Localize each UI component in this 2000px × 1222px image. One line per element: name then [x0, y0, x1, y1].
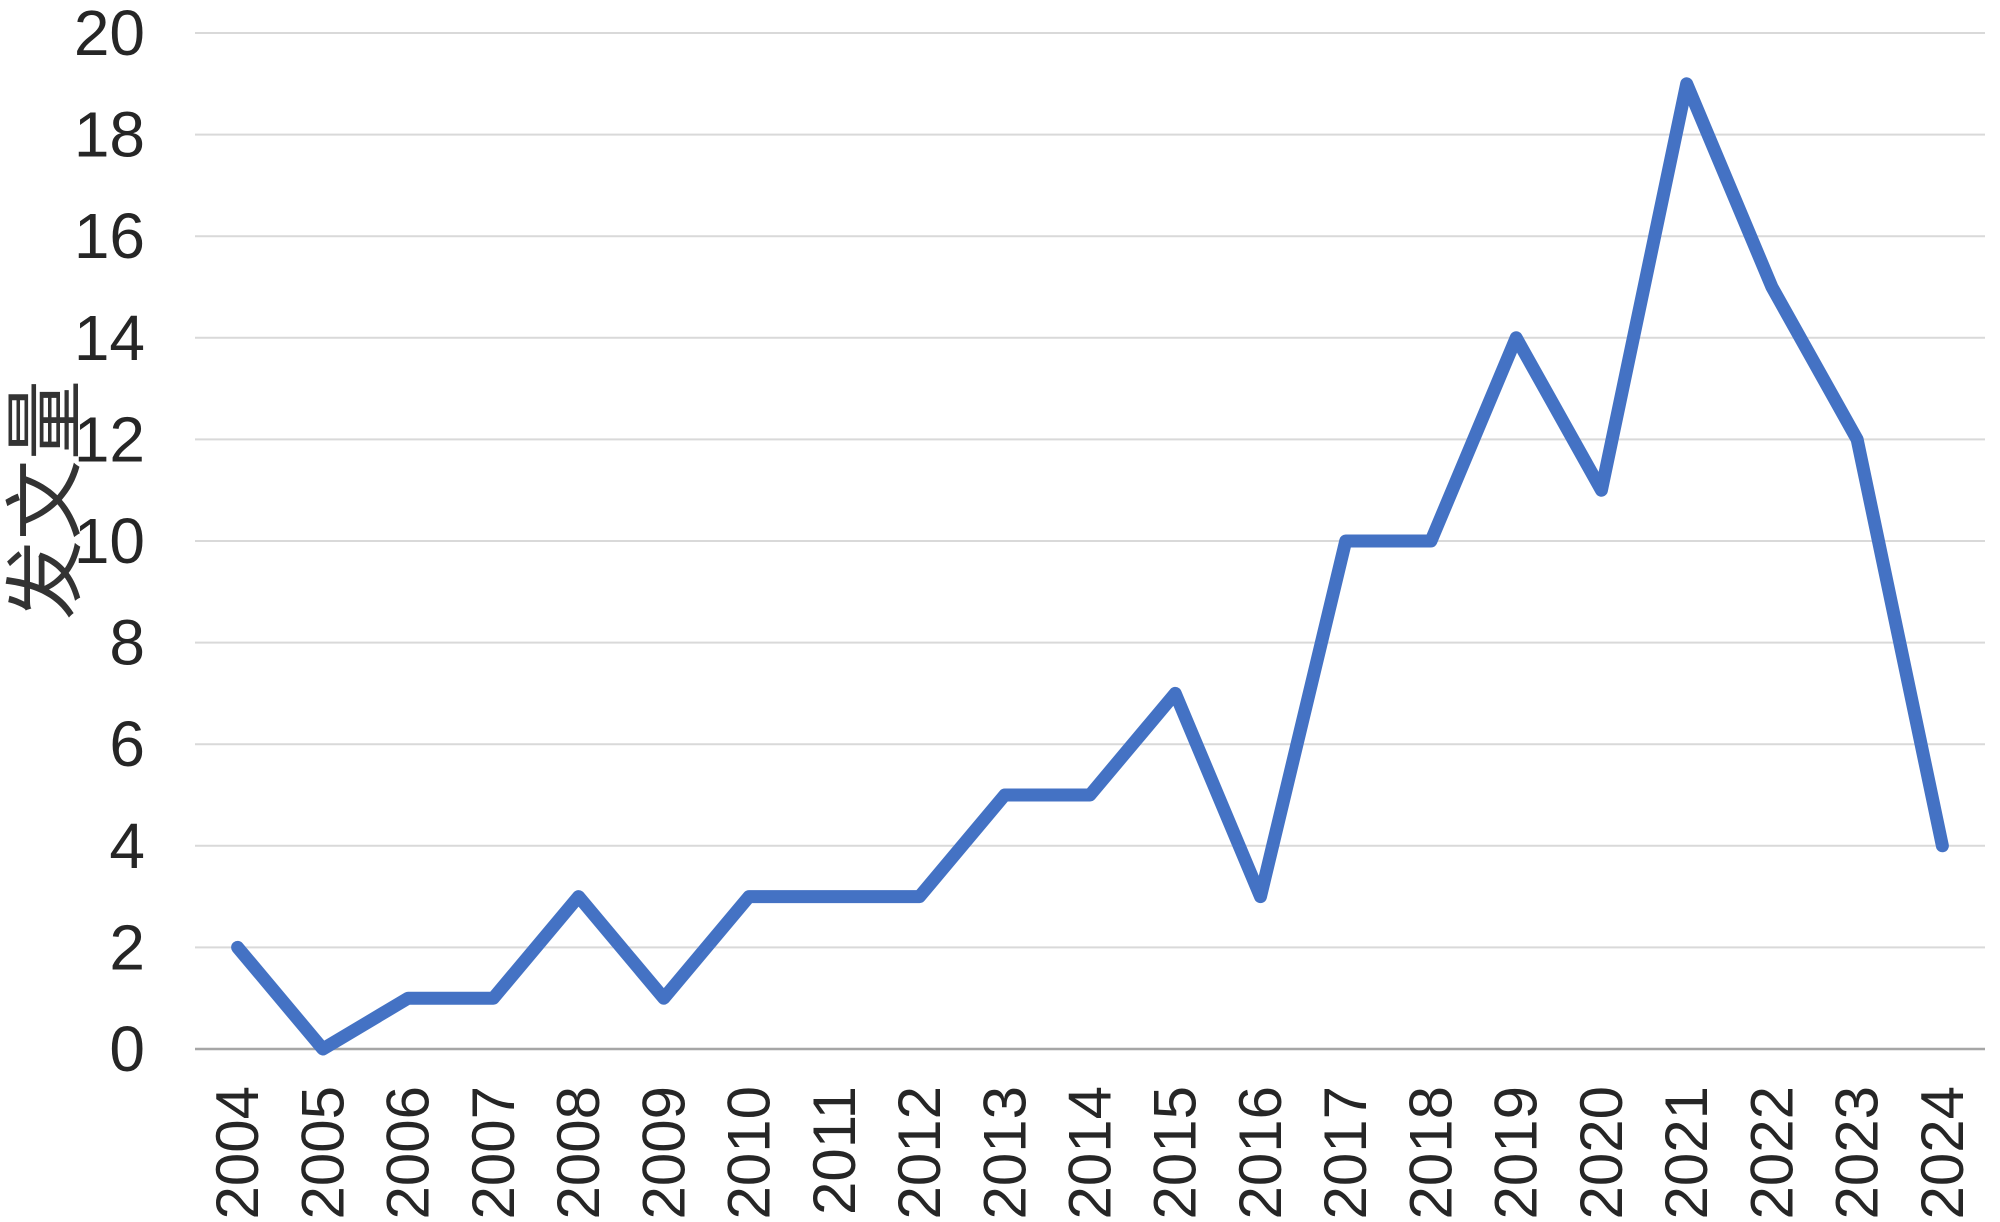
x-axis-tick-label: 2015	[1142, 1086, 1209, 1219]
y-axis-tick-label: 18	[74, 99, 145, 171]
y-axis-tick-label: 16	[74, 200, 145, 272]
x-axis-tick-label: 2012	[886, 1086, 953, 1219]
x-axis-tick-label: 2019	[1483, 1086, 1550, 1219]
x-axis-tick-label: 2005	[289, 1086, 356, 1219]
x-axis-tick-label: 2023	[1824, 1086, 1891, 1219]
x-axis-tick-label: 2008	[545, 1086, 612, 1219]
x-axis-tick-label: 2004	[204, 1086, 271, 1219]
y-axis-tick-label: 4	[109, 810, 145, 882]
y-axis-tick-label: 0	[109, 1013, 145, 1085]
x-axis-tick-label: 2017	[1312, 1086, 1379, 1219]
x-axis-tick-label: 2007	[460, 1086, 527, 1219]
y-axis-tick-label: 2	[109, 911, 145, 983]
x-axis-tick-label: 2020	[1568, 1086, 1635, 1219]
x-axis-tick-label: 2022	[1738, 1086, 1805, 1219]
y-axis-tick-label: 20	[74, 0, 145, 69]
y-axis-tick-label: 14	[74, 302, 145, 374]
x-axis-tick-label: 2009	[630, 1086, 697, 1219]
y-axis-tick-label: 10	[74, 505, 145, 577]
x-axis-tick-label: 2006	[375, 1086, 442, 1219]
series-line-发文量	[231, 77, 1949, 1056]
x-axis-tick-label: 2014	[1057, 1086, 1124, 1219]
x-axis-tick-label: 2018	[1397, 1086, 1464, 1219]
x-axis-tick-label: 2021	[1653, 1086, 1720, 1219]
x-axis-tick-labels: 2004 2005 2006 2007 2008 2009 2010 2011 2012 2013…	[204, 1086, 1976, 1219]
y-axis-title: 发文量	[2, 380, 91, 620]
data-series-layer	[231, 77, 1949, 1056]
y-axis-tick-label: 6	[109, 708, 145, 780]
y-axis-tick-label: 8	[109, 607, 145, 679]
y-axis-tick-label: 12	[74, 403, 145, 475]
x-axis-tick-label: 2016	[1227, 1086, 1294, 1219]
y-axis-tick-labels: 0 2 4 6 8 10 12 14 16 18 20	[74, 0, 145, 1085]
x-axis-tick-label: 2024	[1909, 1086, 1976, 1219]
x-axis-tick-label: 2013	[971, 1086, 1038, 1219]
x-axis-tick-label: 2011	[801, 1086, 868, 1215]
x-axis-tick-label: 2010	[716, 1086, 783, 1219]
gridlines-layer	[195, 32, 1985, 1051]
